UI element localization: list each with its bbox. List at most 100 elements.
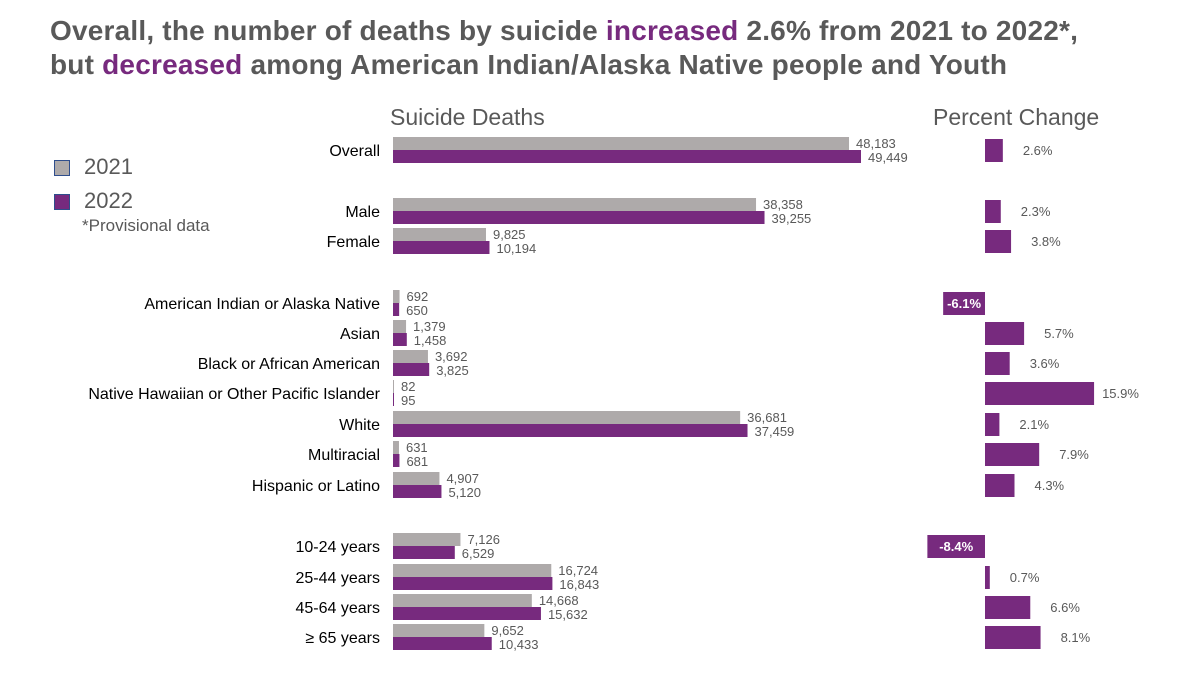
bar-2022 (393, 333, 407, 346)
value-label-2021: 7,126 (467, 532, 500, 547)
value-label-2022: 49,449 (868, 150, 908, 165)
category-label: Female (327, 234, 380, 251)
value-label-2021: 631 (406, 440, 428, 455)
bar-2021 (393, 411, 741, 424)
value-label-2022: 37,459 (755, 424, 795, 439)
value-label-2022: 10,194 (496, 241, 536, 256)
percent-bar (985, 139, 1003, 162)
category-label: Overall (329, 143, 380, 160)
bar-2021 (393, 320, 407, 333)
percent-label: 5.7% (1044, 326, 1074, 341)
category-label: Hispanic or Latino (252, 478, 380, 495)
bar-2021 (393, 350, 428, 363)
legend-swatch-2022 (54, 194, 70, 210)
percent-label: 2.1% (1019, 417, 1049, 432)
percent-label: 6.6% (1050, 600, 1080, 615)
bar-2022 (393, 241, 490, 254)
value-label-2021: 82 (401, 379, 415, 394)
percent-bar (985, 200, 1001, 223)
bar-2022 (393, 485, 442, 498)
value-label-2021: 38,358 (763, 197, 803, 212)
bar-2022 (393, 424, 748, 437)
value-label-2021: 692 (407, 289, 429, 304)
percent-bar (985, 230, 1012, 253)
value-label-2022: 95 (401, 393, 415, 408)
percent-label: 2.6% (1023, 143, 1053, 158)
value-label-2022: 39,255 (772, 211, 812, 226)
percent-bar (985, 626, 1041, 649)
percent-label: 8.1% (1061, 630, 1091, 645)
category-label: 45-64 years (296, 600, 381, 617)
bar-2021 (393, 137, 850, 150)
category-label: ≥ 65 years (305, 630, 380, 647)
percent-label: 2.3% (1021, 204, 1051, 219)
percent-bar (985, 382, 1095, 405)
value-label-2021: 3,692 (435, 349, 468, 364)
value-label-2022: 5,120 (448, 485, 481, 500)
value-label-2022: 6,529 (462, 546, 495, 561)
bar-2021 (393, 624, 485, 637)
percent-bar (985, 413, 1000, 436)
value-label-2022: 16,843 (559, 577, 599, 592)
title-highlight: increased (605, 15, 739, 46)
percent-label: 0.7% (1010, 570, 1040, 585)
bar-2022 (393, 546, 455, 559)
percent-label: 7.9% (1059, 447, 1089, 462)
value-label-2021: 4,907 (446, 471, 479, 486)
bar-2022 (393, 393, 394, 406)
category-label: Asian (340, 326, 380, 343)
bar-2021 (393, 472, 440, 485)
category-label: American Indian or Alaska Native (144, 296, 380, 313)
percent-bar (985, 566, 990, 589)
percent-bar (927, 535, 985, 558)
category-label: Native Hawaiian or Other Pacific Islande… (88, 386, 380, 403)
percent-bar (985, 352, 1010, 375)
title-text: Overall, the number of deaths by suicide (50, 15, 606, 46)
title-text: but (50, 49, 103, 80)
bar-2022 (393, 454, 400, 467)
value-label-2021: 1,379 (413, 319, 446, 334)
panel-title-deaths: Suicide Deaths (390, 104, 545, 130)
percent-bar (943, 292, 985, 315)
title-highlight: decreased (102, 49, 243, 80)
category-label: Male (345, 204, 380, 221)
bar-2022 (393, 363, 430, 376)
category-label: Black or African American (198, 356, 380, 373)
percent-bar (985, 322, 1025, 345)
value-label-2022: 15,632 (548, 607, 588, 622)
bar-2022 (393, 150, 861, 163)
percent-label: 3.8% (1031, 234, 1061, 249)
bar-2022 (393, 303, 400, 316)
panel-title-percent: Percent Change (933, 104, 1099, 130)
bar-2022 (393, 211, 765, 224)
percent-bar (985, 474, 1015, 497)
legend-label-2022: 2022 (84, 188, 133, 213)
value-label-2021: 9,825 (493, 227, 526, 242)
bar-2021 (393, 380, 394, 393)
bar-2022 (393, 607, 541, 620)
percent-label: 15.9% (1102, 386, 1139, 401)
percent-label: 4.3% (1034, 478, 1064, 493)
value-label-2021: 9,652 (491, 623, 524, 638)
legend-label-2021: 2021 (84, 154, 133, 179)
bar-2021 (393, 228, 486, 241)
value-label-2022: 1,458 (414, 333, 447, 348)
title-text: 2.6% from 2021 to 2022*, (738, 15, 1079, 46)
category-label: 25-44 years (296, 570, 381, 587)
value-label-2021: 14,668 (539, 593, 579, 608)
bar-2022 (393, 637, 492, 650)
percent-label: -6.1% (947, 296, 981, 311)
category-label: White (339, 417, 380, 434)
provisional-note: *Provisional data (82, 216, 210, 235)
value-label-2022: 10,433 (499, 637, 539, 652)
value-label-2022: 681 (406, 454, 428, 469)
category-label: 10-24 years (296, 539, 381, 556)
bar-2021 (393, 441, 399, 454)
bar-2021 (393, 564, 552, 577)
bar-2021 (393, 533, 461, 546)
value-label-2021: 48,183 (856, 136, 896, 151)
title-text: among American Indian/Alaska Native peop… (242, 49, 1008, 80)
percent-label: -8.4% (939, 539, 973, 554)
